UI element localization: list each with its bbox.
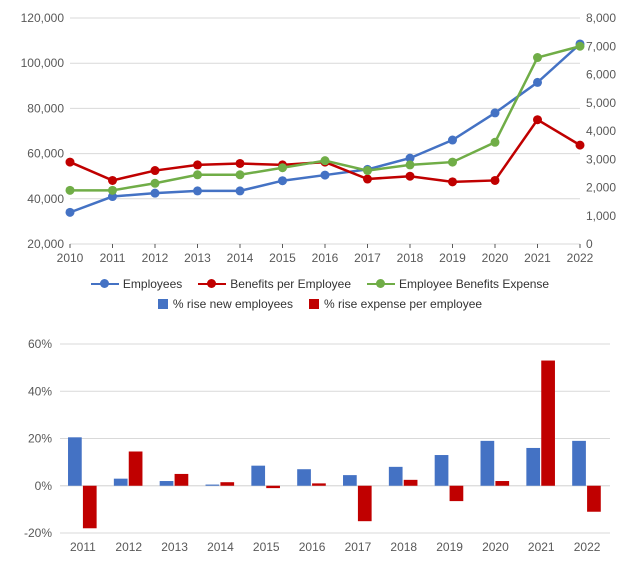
svg-text:120,000: 120,000 [21,11,65,25]
svg-text:2015: 2015 [253,540,280,554]
svg-text:2,000: 2,000 [586,181,616,195]
svg-text:2012: 2012 [115,540,142,554]
svg-text:60,000: 60,000 [27,147,64,161]
svg-text:2017: 2017 [345,540,372,554]
svg-text:2011: 2011 [100,251,126,265]
svg-text:4,000: 4,000 [586,124,616,138]
svg-text:2021: 2021 [528,540,555,554]
svg-text:8,000: 8,000 [586,11,616,25]
svg-text:2021: 2021 [524,251,551,265]
svg-text:6,000: 6,000 [586,68,616,82]
svg-text:2011: 2011 [70,540,96,554]
svg-text:0: 0 [586,237,593,251]
bottom-chart-svg: -20% 0% 20% 40% 60% 2011 2012 2013 2014 2015 2016 2… [10,314,630,559]
top-chart-legend: Employees Benefits per Employee Employee B… [10,274,630,291]
svg-text:2020: 2020 [482,540,509,554]
legend-item-rise_emp: % rise new employees [158,297,293,311]
legend-item-benefits_per_emp: Benefits per Employee [198,277,351,291]
svg-text:40,000: 40,000 [27,192,64,206]
legend-label: % rise new employees [173,297,293,311]
svg-text:20,000: 20,000 [27,237,64,251]
svg-text:20%: 20% [28,432,52,446]
svg-text:2017: 2017 [354,251,381,265]
svg-text:100,000: 100,000 [21,56,65,70]
legend-item-employees: Employees [91,277,182,291]
svg-text:2014: 2014 [207,540,234,554]
svg-text:2022: 2022 [567,251,594,265]
svg-text:-20%: -20% [24,526,52,540]
legend-label: % rise expense per employee [324,297,482,311]
svg-text:5,000: 5,000 [586,96,616,110]
svg-text:2016: 2016 [299,540,326,554]
svg-text:2018: 2018 [390,540,417,554]
svg-text:2015: 2015 [269,251,296,265]
svg-text:40%: 40% [28,384,52,398]
svg-text:60%: 60% [28,337,52,351]
svg-text:2013: 2013 [161,540,188,554]
legend-label: Employee Benefits Expense [399,277,549,291]
legend-label: Benefits per Employee [230,277,351,291]
svg-text:2012: 2012 [142,251,169,265]
legend-item-rise_exp: % rise expense per employee [309,297,482,311]
svg-text:0%: 0% [35,479,53,493]
svg-text:2018: 2018 [397,251,424,265]
svg-text:80,000: 80,000 [27,101,64,115]
top-chart-svg: 20,000 40,000 60,000 80,000 100,000 120,000 0 1… [10,10,630,270]
svg-text:2013: 2013 [184,251,211,265]
bottom-chart-legend: % rise new employees % rise expense per e… [10,297,630,312]
svg-text:2020: 2020 [482,251,509,265]
svg-text:2016: 2016 [312,251,339,265]
svg-text:2019: 2019 [439,251,466,265]
svg-text:2010: 2010 [57,251,84,265]
legend-label: Employees [123,277,182,291]
svg-text:2014: 2014 [227,251,254,265]
bottom-bar-chart: % rise new employees % rise expense per e… [10,297,630,559]
svg-text:1,000: 1,000 [586,209,616,223]
top-line-chart: 20,000 40,000 60,000 80,000 100,000 120,000 0 1… [10,10,630,291]
svg-text:2022: 2022 [574,540,601,554]
legend-item-benefit_expense: Employee Benefits Expense [367,277,549,291]
svg-text:7,000: 7,000 [586,39,616,53]
svg-text:2019: 2019 [436,540,463,554]
svg-text:3,000: 3,000 [586,152,616,166]
